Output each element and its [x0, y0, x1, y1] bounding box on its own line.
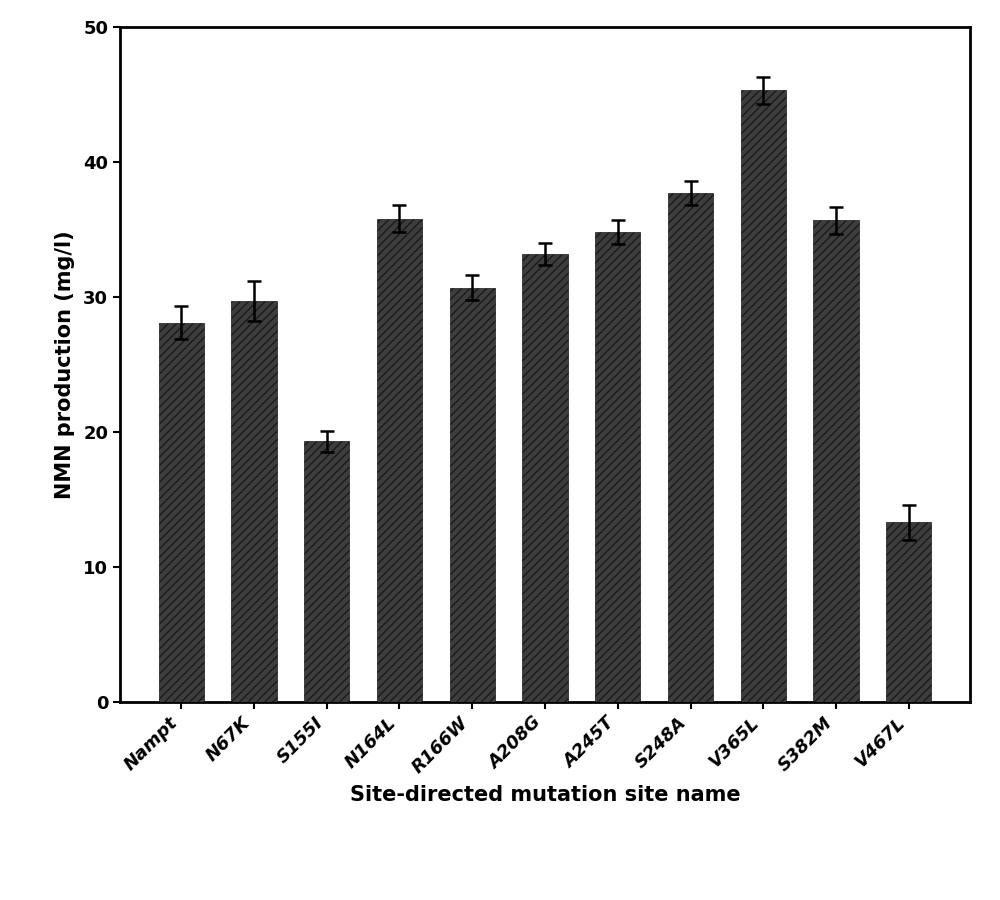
Bar — [377, 219, 422, 702]
Bar — [886, 522, 931, 702]
Bar — [668, 193, 713, 702]
Bar — [231, 302, 277, 702]
Y-axis label: NMN production (mg/l): NMN production (mg/l) — [55, 230, 75, 499]
Bar — [304, 442, 349, 702]
Bar — [159, 322, 204, 702]
Bar — [450, 288, 495, 702]
Bar — [741, 91, 786, 702]
Bar — [813, 220, 859, 702]
Bar — [595, 232, 640, 702]
X-axis label: Site-directed mutation site name: Site-directed mutation site name — [350, 785, 740, 806]
Bar — [522, 254, 568, 702]
